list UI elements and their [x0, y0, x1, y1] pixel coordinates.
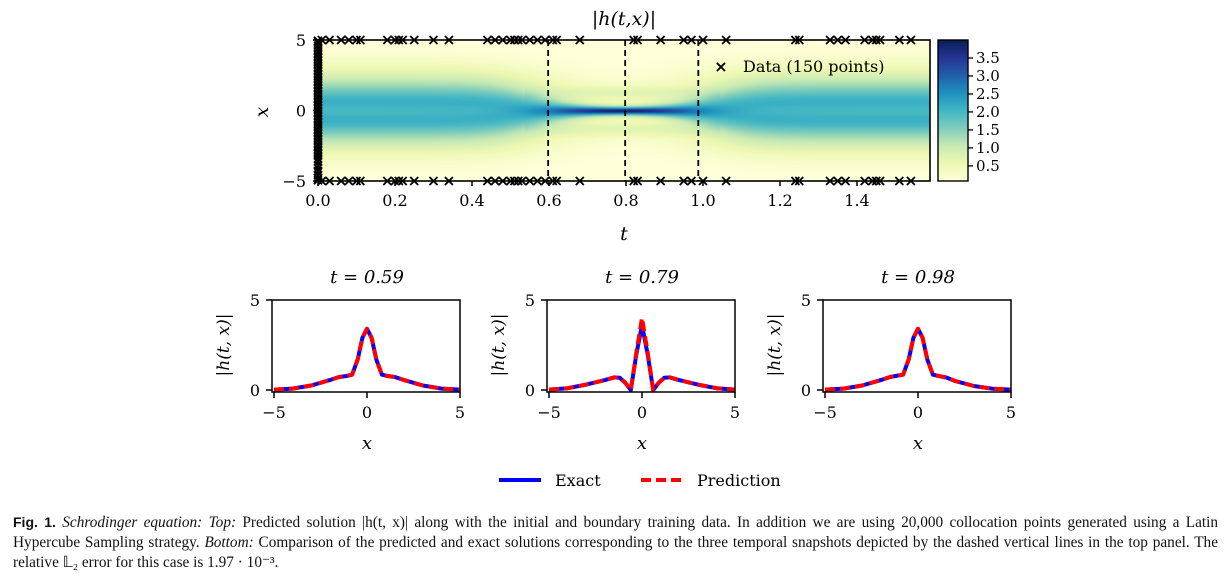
panel-xlabel: x: [362, 433, 372, 454]
panel-xlabel: x: [637, 433, 647, 454]
panel-xtick-label: 5: [455, 403, 465, 422]
top-xtick-label: 0.6: [536, 191, 561, 210]
top-ylabel: x: [251, 106, 273, 117]
caption-title: Schrodinger equation:: [62, 514, 203, 531]
top-title: |h(t,x)|: [592, 8, 656, 30]
caption-label: Fig. 1.: [13, 514, 56, 530]
panel-axes-frame: [546, 299, 736, 393]
caption-bottom-label: Bottom:: [204, 534, 254, 551]
caption-text-1: Predicted solution |h(t, x)| along with …: [13, 514, 1219, 551]
panel-axes-frame: [822, 299, 1012, 393]
caption-text-2: Comparison of the predicted and exact so…: [13, 534, 1218, 571]
panel-xtick-label: −5: [813, 403, 837, 422]
panel-xtick-label: 0: [637, 403, 647, 422]
colorbar-tick-label: 1.0: [976, 139, 1000, 157]
top-xtick-label: 1.0: [690, 191, 715, 210]
colorbar-tick-label: 3.0: [976, 67, 1000, 85]
panel-ytick-label: 0: [525, 381, 535, 400]
panel-ytick-label: 5: [801, 291, 811, 310]
panel-ylabel: |h(t, x)|: [489, 314, 509, 377]
panel-axes-frame: [271, 299, 461, 393]
top-ytick-label: −5: [282, 172, 306, 191]
panel-ytick-label: 0: [801, 381, 811, 400]
exact-line: [273, 326, 461, 392]
exact-line: [548, 323, 736, 392]
data-legend: × Data (150 points): [714, 57, 884, 76]
heatmap-image: [318, 40, 930, 181]
panel-xtick-label: 5: [730, 403, 740, 422]
caption-top-label: Top:: [208, 514, 237, 531]
panel-ylabel: |h(t, x)|: [214, 314, 234, 377]
top-ytick-label: 0: [296, 102, 306, 121]
colorbar-tick-label: 2.5: [976, 85, 1000, 103]
top-ytick-label: 5: [296, 31, 306, 50]
colorbar-tick-label: 3.5: [976, 49, 1000, 67]
panel-ytick-label: 0: [250, 381, 260, 400]
panel-xtick-label: −5: [262, 403, 286, 422]
top-heatmap-panel: |h(t,x)| t x 0.0 0.2 0.4 0.6 0.8 1.0 1.2 1.4 −5 0…: [251, 8, 1000, 245]
top-xtick-label: 1.2: [767, 191, 792, 210]
bottom-legend: Exact Prediction: [499, 471, 781, 490]
top-xlabel: t: [620, 223, 628, 245]
top-xtick-label: 0.4: [459, 191, 484, 210]
exact-line: [824, 326, 1012, 392]
snapshot-panel: t = 0.98x|h(t, x)|−5 0 505: [765, 267, 1016, 454]
panel-xtick-label: 5: [1006, 403, 1016, 422]
snapshot-panel: t = 0.79x|h(t, x)|−5 0 505: [489, 267, 740, 454]
colorbar-tick-label: 0.5: [976, 157, 1000, 175]
colorbar-tick-label: 2.0: [976, 103, 1000, 121]
colorbar: [937, 39, 969, 182]
legend-exact-label: Exact: [555, 471, 601, 490]
panel-xtick-label: 0: [913, 403, 923, 422]
panel-title: t = 0.79: [605, 267, 679, 288]
panel-xlabel: x: [913, 433, 923, 454]
legend-x-marker-icon: ×: [714, 57, 727, 76]
panel-title: t = 0.59: [330, 267, 404, 288]
top-xtick-label: 0.8: [613, 191, 638, 210]
panel-ytick-label: 5: [250, 291, 260, 310]
panel-title: t = 0.98: [881, 267, 955, 288]
top-xtick-label: 0.0: [305, 191, 330, 210]
top-xtick-label: 0.2: [382, 191, 407, 210]
panel-xtick-label: 0: [362, 403, 372, 422]
figure: |h(t,x)| t x 0.0 0.2 0.4 0.6 0.8 1.0 1.2 1.4−50…: [214, 8, 1016, 490]
prediction-line: [273, 326, 461, 392]
legend-prediction-label: Prediction: [697, 471, 781, 490]
prediction-line: [548, 316, 736, 392]
legend-data-label: Data (150 points): [743, 57, 884, 76]
top-xtick-label: 1.4: [844, 191, 869, 210]
top-axes-frame: [317, 39, 931, 182]
panel-xtick-label: −5: [537, 403, 561, 422]
panel-ytick-label: 5: [525, 291, 535, 310]
prediction-line: [824, 326, 1012, 392]
figure-caption: Fig. 1. Schrodinger equation: Top: Predi…: [13, 512, 1218, 573]
panel-ylabel: |h(t, x)|: [765, 314, 785, 377]
colorbar-tick-label: 1.5: [976, 121, 1000, 139]
snapshot-panel: t = 0.59x|h(t, x)|−5 0 505: [214, 267, 465, 454]
